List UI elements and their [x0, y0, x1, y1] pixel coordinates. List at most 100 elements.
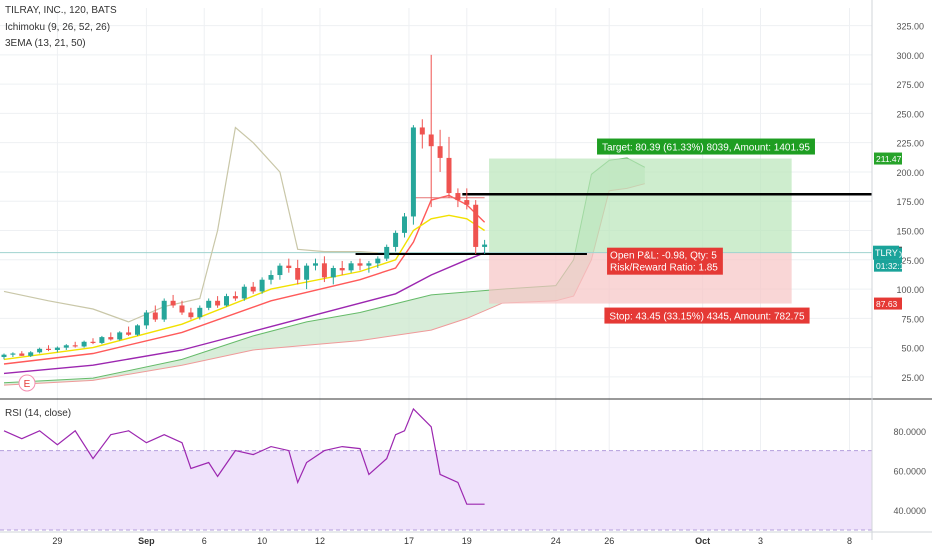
price-tick-label: 75.00	[901, 314, 924, 324]
time-tick-label: 26	[604, 536, 614, 546]
target-zone	[489, 158, 792, 253]
ema21-line	[3, 194, 486, 365]
price-tick-label: 100.00	[896, 285, 924, 295]
price-tick-label: 300.00	[896, 51, 924, 61]
candle-body	[81, 341, 87, 347]
price-tick-label: 50.00	[901, 344, 924, 354]
ema50-line	[3, 252, 485, 375]
candle-body	[455, 193, 461, 201]
time-tick-label: 12	[315, 536, 325, 546]
rr-label: Risk/Reward Ratio: 1.85	[610, 263, 718, 274]
candle-body	[366, 263, 372, 266]
time-tick-label: 24	[551, 536, 561, 546]
cloud-fill	[4, 157, 645, 386]
price-tick-label: 275.00	[896, 80, 924, 90]
price-tag-label: 87.63	[876, 299, 898, 309]
candle-body	[90, 341, 96, 343]
target-label: Target: 80.39 (61.33%) 8039, Amount: 140…	[602, 143, 810, 154]
price-tick-label: 250.00	[896, 109, 924, 119]
candle-body	[224, 296, 229, 306]
stop-label: Stop: 43.45 (33.15%) 4345, Amount: 782.7…	[609, 312, 805, 323]
candle-body	[46, 348, 51, 350]
rsi-band	[0, 450, 872, 530]
earnings-marker	[18, 374, 36, 392]
indicator-lines	[3, 126, 872, 375]
time-tick-label: 3	[758, 536, 763, 546]
price-tag-box	[874, 152, 902, 165]
candle-body	[446, 157, 452, 194]
time-tick-label: 19	[462, 536, 472, 546]
candle-body	[321, 263, 327, 278]
candle-body	[206, 300, 212, 308]
rsi-line	[3, 407, 485, 505]
candle-body	[232, 296, 238, 299]
symbol-legend[interactable]: TILRAY, INC., 120, BATS	[5, 5, 117, 16]
price-tag-box	[874, 259, 902, 272]
candle-body	[473, 204, 479, 247]
rsi-tick-label: 80.0000	[893, 427, 926, 437]
candle-body	[410, 127, 416, 217]
candle-body	[72, 345, 78, 347]
ema-legend[interactable]: 3EMA (13, 21, 50)	[5, 38, 86, 49]
candle-body	[428, 134, 434, 147]
candle-body	[464, 200, 470, 205]
rsi-tick-label: 40.0000	[893, 506, 926, 516]
time-tick-label: 8	[847, 536, 852, 546]
candle-body	[117, 332, 123, 340]
candle-body	[277, 265, 283, 276]
candle-body	[241, 286, 247, 299]
candle-body	[63, 345, 69, 348]
candle-body	[54, 347, 60, 350]
candle-body	[99, 337, 105, 343]
price-tag-label: 211.47	[876, 154, 902, 164]
candle-body	[357, 263, 363, 266]
candle-body	[295, 268, 301, 280]
position-zones[interactable]	[0, 158, 872, 304]
candle-body	[437, 146, 443, 158]
candles	[1, 54, 488, 360]
candle-body	[143, 312, 149, 326]
price-tick-label: 325.00	[896, 22, 924, 32]
candle-body	[152, 312, 158, 320]
ema13-line	[3, 214, 485, 361]
pnl-label: Open P&L: -0.98, Qty: 5	[610, 251, 717, 262]
candle-body	[179, 305, 185, 313]
candle-body	[419, 127, 425, 135]
candle-body	[384, 246, 390, 259]
earnings-marker-label: E	[24, 379, 31, 390]
ichimoku-legend[interactable]: Ichimoku (9, 26, 52, 26)	[5, 22, 111, 33]
target-label-box	[597, 138, 815, 155]
candle-body	[393, 232, 399, 247]
candle-body	[304, 265, 310, 280]
rsi-pane: 40.0000 60.0000 80.0000	[0, 398, 932, 531]
candle-body	[375, 258, 381, 264]
candle-body	[10, 353, 16, 355]
price-tick-label: 225.00	[896, 139, 924, 149]
price-tick-label: 175.00	[896, 197, 924, 207]
time-tick-label: 6	[202, 536, 207, 546]
candle-body	[250, 286, 256, 292]
candle-body	[259, 279, 265, 292]
rsi-tick-label: 60.0000	[893, 466, 926, 476]
rsi-legend[interactable]: RSI (14, close)	[5, 408, 72, 419]
candle-body	[126, 332, 132, 335]
candle-body	[170, 300, 176, 306]
candle-body	[161, 300, 167, 320]
candle-body	[268, 275, 274, 280]
pnl-box	[607, 247, 723, 275]
candle-body	[402, 216, 407, 233]
candle-body	[135, 325, 140, 335]
price-tag-label: 01:32:17	[876, 261, 909, 271]
candle-body	[330, 268, 336, 278]
time-tick-label: 17	[404, 536, 414, 546]
candle-body	[37, 348, 43, 353]
candle-body	[482, 244, 488, 247]
price-tick-label: 25.00	[901, 373, 924, 383]
grid	[0, 8, 872, 530]
lagging-span	[3, 126, 378, 323]
candle-body	[188, 312, 194, 318]
price-tick-label: 150.00	[896, 227, 924, 237]
candle-body	[19, 353, 25, 356]
candle-body	[313, 263, 318, 266]
